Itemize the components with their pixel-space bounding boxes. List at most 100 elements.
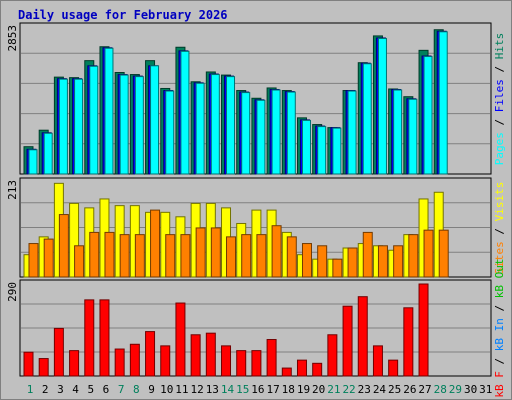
bar-kb-f-day-25 [388, 359, 399, 377]
bar-sites-day-7 [119, 234, 130, 278]
bar-pages-day-9 [150, 65, 160, 175]
bar-sites-day-6 [104, 231, 115, 278]
bar-sites-day-16 [256, 234, 267, 278]
bar-pages-day-1 [28, 149, 38, 175]
x-tick-label-day-3: 3 [57, 383, 64, 396]
x-tick-label-day-28: 28 [434, 383, 447, 396]
bar-sites-day-23 [362, 231, 373, 278]
bar-pages-day-14 [226, 76, 236, 175]
x-tick-label-day-8: 8 [133, 383, 140, 396]
bar-kb-f-day-27 [418, 283, 429, 377]
x-tick-label-day-16: 16 [251, 383, 264, 396]
x-tick-label-day-18: 18 [282, 383, 295, 396]
bar-pages-day-16 [256, 99, 266, 175]
x-tick-label-day-20: 20 [312, 383, 325, 396]
bar-kb-f-day-15 [236, 350, 247, 377]
bar-pages-day-11 [180, 50, 190, 175]
bar-sites-day-25 [393, 245, 404, 278]
bar-kb-f-day-20 [312, 362, 323, 377]
bar-kb-f-day-23 [357, 296, 368, 377]
x-tick-label-day-24: 24 [373, 383, 387, 396]
x-tick-label-day-21: 21 [327, 383, 340, 396]
x-tick-label-day-9: 9 [148, 383, 155, 396]
x-tick-label-day-29: 29 [449, 383, 462, 396]
x-tick-label-day-30: 30 [464, 383, 477, 396]
bar-sites-day-19 [301, 243, 312, 278]
bar-sites-day-1 [28, 243, 39, 278]
bar-sites-day-4 [74, 245, 85, 278]
x-tick-label-day-12: 12 [191, 383, 204, 396]
x-tick-label-day-19: 19 [297, 383, 310, 396]
bar-kb-f-day-10 [160, 345, 171, 377]
x-tick-label-day-15: 15 [236, 383, 249, 396]
bar-pages-day-19 [301, 119, 311, 175]
bar-kb-f-day-18 [281, 367, 292, 377]
bar-pages-day-13 [210, 74, 220, 175]
bar-pages-day-15 [241, 92, 251, 175]
bar-pages-day-12 [195, 82, 205, 175]
x-tick-label-day-17: 17 [266, 383, 279, 396]
bar-sites-day-28 [438, 229, 449, 278]
bar-sites-day-10 [165, 234, 176, 278]
bar-sites-day-17 [271, 225, 282, 278]
bar-pages-day-22 [347, 90, 357, 175]
bar-kb-f-day-11 [175, 302, 186, 377]
bar-kb-f-day-19 [296, 359, 307, 377]
bar-pages-day-10 [165, 90, 175, 175]
bar-kb-f-day-9 [145, 331, 156, 377]
bar-sites-day-15 [241, 234, 252, 278]
bar-sites-day-5 [89, 231, 100, 278]
bar-pages-day-24 [377, 37, 387, 175]
legend-label-middle: Sites / Visits [493, 182, 506, 275]
bar-sites-day-8 [134, 234, 145, 278]
bar-kb-f-day-24 [372, 345, 383, 377]
bar-pages-day-4 [74, 78, 84, 175]
bar-sites-day-14 [226, 236, 237, 278]
bar-pages-day-23 [362, 63, 372, 175]
bar-pages-day-7 [119, 74, 129, 175]
x-tick-label-day-23: 23 [358, 383, 371, 396]
bar-kb-f-day-13 [205, 332, 216, 377]
bar-pages-day-25 [393, 89, 403, 175]
bar-kb-f-day-5 [84, 299, 95, 377]
bar-pages-day-21 [332, 127, 342, 175]
bar-kb-f-day-2 [38, 358, 49, 377]
x-tick-label-day-31: 31 [479, 383, 492, 396]
x-tick-label-day-13: 13 [206, 383, 219, 396]
bar-kb-f-day-12 [190, 334, 201, 377]
bar-kb-f-day-4 [69, 350, 80, 377]
bar-kb-f-day-7 [114, 348, 125, 377]
bar-pages-day-5 [89, 65, 99, 175]
chart-title: Daily usage for February 2026 [18, 8, 228, 22]
x-tick-label-day-6: 6 [103, 383, 110, 396]
bar-sites-day-11 [180, 234, 191, 278]
bar-sites-day-18 [286, 236, 297, 278]
x-tick-label-day-22: 22 [342, 383, 355, 396]
bar-sites-day-22 [347, 247, 358, 278]
bar-sites-day-3 [58, 214, 69, 278]
bar-pages-day-18 [286, 91, 296, 175]
x-tick-label-day-14: 14 [221, 383, 235, 396]
bar-kb-f-day-16 [251, 350, 262, 377]
y-max-label-bottom: 290 [6, 282, 19, 302]
bar-sites-day-9 [150, 209, 161, 278]
bar-pages-day-26 [408, 98, 418, 175]
bar-pages-day-3 [58, 78, 68, 175]
bar-pages-day-28 [438, 31, 448, 175]
legend-label-top: Pages / Files / Hits [493, 33, 506, 166]
x-tick-label-day-25: 25 [388, 383, 401, 396]
bar-kb-f-day-1 [23, 351, 34, 377]
x-tick-label-day-1: 1 [27, 383, 34, 396]
bar-pages-day-8 [134, 76, 144, 175]
legend-label-bottom: kB F / kB In / kB Out [493, 258, 506, 397]
bar-pages-day-27 [423, 56, 433, 175]
bar-kb-f-day-3 [53, 327, 64, 377]
bar-sites-day-27 [423, 229, 434, 278]
bar-kb-f-day-6 [99, 299, 110, 377]
y-max-label-top: 2853 [6, 25, 19, 52]
bar-kb-f-day-26 [403, 307, 414, 377]
x-tick-label-day-7: 7 [118, 383, 125, 396]
bar-sites-day-2 [43, 238, 54, 278]
bar-kb-f-day-21 [327, 334, 338, 377]
